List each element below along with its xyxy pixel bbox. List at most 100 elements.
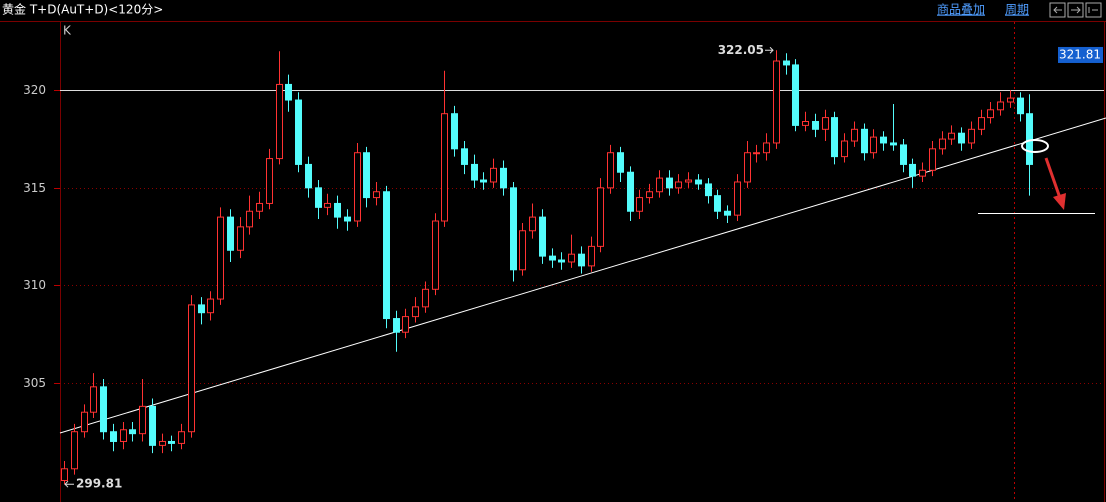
candle-body [1007,97,1014,103]
candle-body [705,183,712,197]
candle-body [568,253,575,263]
candle-body [373,191,380,199]
y-tick-label: 320 [23,83,46,97]
candle-body [129,429,136,435]
y-tick-label: 315 [23,181,46,195]
candle-body [831,117,838,158]
candle-body [656,177,663,193]
candle-body [461,148,468,165]
candle-body [939,138,946,150]
candle-body [636,197,643,212]
candle-body [792,64,799,126]
candle-body [675,181,682,189]
candle-body [968,128,975,144]
candle-body [120,429,127,442]
candle-body [802,121,809,126]
candle-body [500,167,507,189]
candle-body [948,132,955,140]
candle-body [276,83,283,160]
indicator-label: K [63,24,72,38]
candle-body [402,316,409,333]
candle-body [617,152,624,173]
high-label: 322.05 [718,43,764,57]
candle-body [490,167,497,183]
nav-buttons[interactable] [1049,2,1102,18]
candle-body [695,179,702,185]
candle-body [246,210,253,228]
candle-body [539,216,546,257]
candle-body [198,304,205,314]
candle-body [1026,113,1033,165]
candle-body [685,179,692,183]
candle-body [734,181,741,216]
candle-body [71,431,78,470]
candle-body [812,121,819,130]
candle-body [744,152,751,183]
last-price-label: 321.81 [1059,47,1101,61]
y-tick-label: 305 [23,376,46,390]
candle-body [227,216,234,251]
candle-body [188,304,195,433]
candle-body [851,128,858,142]
candle-body [987,109,994,119]
candle-body [207,298,214,314]
candle-body [217,216,224,300]
candle-body [529,216,536,232]
candle-body [666,177,673,189]
candle-body [441,113,448,222]
candle-body [295,99,302,165]
candle-body [997,101,1004,111]
candle-body [422,288,429,308]
candle-body [861,128,868,154]
candle-body [178,431,185,444]
high-arrow [765,46,774,54]
candle-body [285,83,292,101]
low-arrow [64,480,74,488]
candle-body [61,468,68,481]
candle-body [1017,97,1024,115]
last-price-box [1058,46,1103,63]
candle-body [783,60,790,66]
candle-body [344,216,351,222]
candle-body [149,405,156,446]
candle-body [978,117,985,130]
candle-body [597,187,604,247]
candle-body [890,142,897,146]
candle-body [870,136,877,154]
candle-body [607,152,614,189]
candle-body [549,255,556,261]
candle-body [168,440,175,444]
chart-title: 黄金 T+D(AuT+D)<120分> [2,2,163,17]
candle-body [773,60,780,144]
candle-body [714,195,721,212]
candle-body [451,113,458,150]
candle-body [588,245,595,267]
candle-body [900,144,907,165]
candle-body [480,179,487,183]
candle-body [256,202,263,212]
candle-body [841,140,848,158]
menu-overlay[interactable]: 商品叠加 [937,2,985,17]
candle-body [432,220,439,290]
candle-body [880,136,887,144]
candle-body [929,148,936,171]
low-label: 299.81 [76,477,122,491]
candle-body [412,306,419,318]
candle-body [315,187,322,208]
candle-body [354,152,361,222]
y-tick-label: 310 [23,278,46,292]
candle-body [159,440,166,446]
candle-body [383,191,390,320]
candle-body [578,253,585,267]
candle-body [958,132,965,144]
candle-body [139,405,146,435]
candle-body [81,411,88,433]
candle-body [822,117,829,130]
candle-body [110,431,117,442]
candle-body [510,187,517,271]
candle-body [393,318,400,333]
menu-period[interactable]: 周期 [1005,3,1029,17]
candle-body [519,230,526,271]
candle-body [909,163,916,177]
